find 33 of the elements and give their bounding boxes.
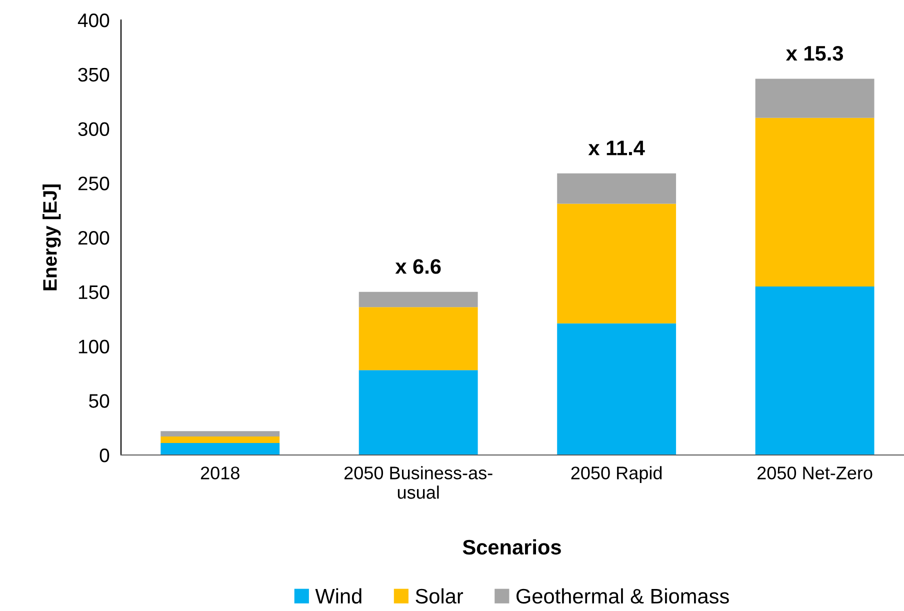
y-tick-label: 200	[78, 230, 110, 245]
x-tick-label: 2050 Net-Zero	[758, 466, 872, 480]
annotation: x 11.4	[588, 140, 645, 156]
bar	[160, 431, 280, 437]
x-tick-label: 2050 Rapid	[571, 466, 662, 483]
bar	[358, 307, 478, 370]
bar	[557, 173, 676, 204]
bar	[755, 286, 874, 455]
y-tick-label: 50	[89, 394, 110, 408]
y-tick-label: 0	[100, 448, 110, 462]
y-tick-label: 350	[78, 68, 110, 82]
y-tick-label: 250	[78, 176, 110, 190]
y-tick-label: 150	[78, 285, 110, 300]
bar	[755, 78, 874, 118]
x-axis-title: Scenarios	[462, 539, 561, 555]
y-tick-label: 100	[78, 340, 110, 354]
legend-label: Solar	[416, 588, 464, 604]
bar	[160, 436, 280, 444]
legend-label: Wind	[315, 588, 362, 604]
bar	[358, 292, 478, 308]
y-tick-label: 400	[78, 13, 110, 28]
annotation: x 15.3	[786, 46, 844, 61]
bar	[160, 443, 280, 455]
x-tick-label: 2050 Business-as- usual	[344, 466, 492, 499]
y-axis-title: Energy [EJ]	[42, 184, 61, 290]
bar	[755, 118, 874, 286]
y-tick-label: 300	[78, 122, 110, 136]
annotation: x 6.6	[395, 259, 441, 274]
bar	[557, 323, 676, 455]
legend-label: Geothermal & Biomass	[516, 588, 729, 604]
bar	[557, 204, 676, 324]
bar	[358, 370, 478, 455]
x-tick-label: 2018	[200, 466, 240, 480]
